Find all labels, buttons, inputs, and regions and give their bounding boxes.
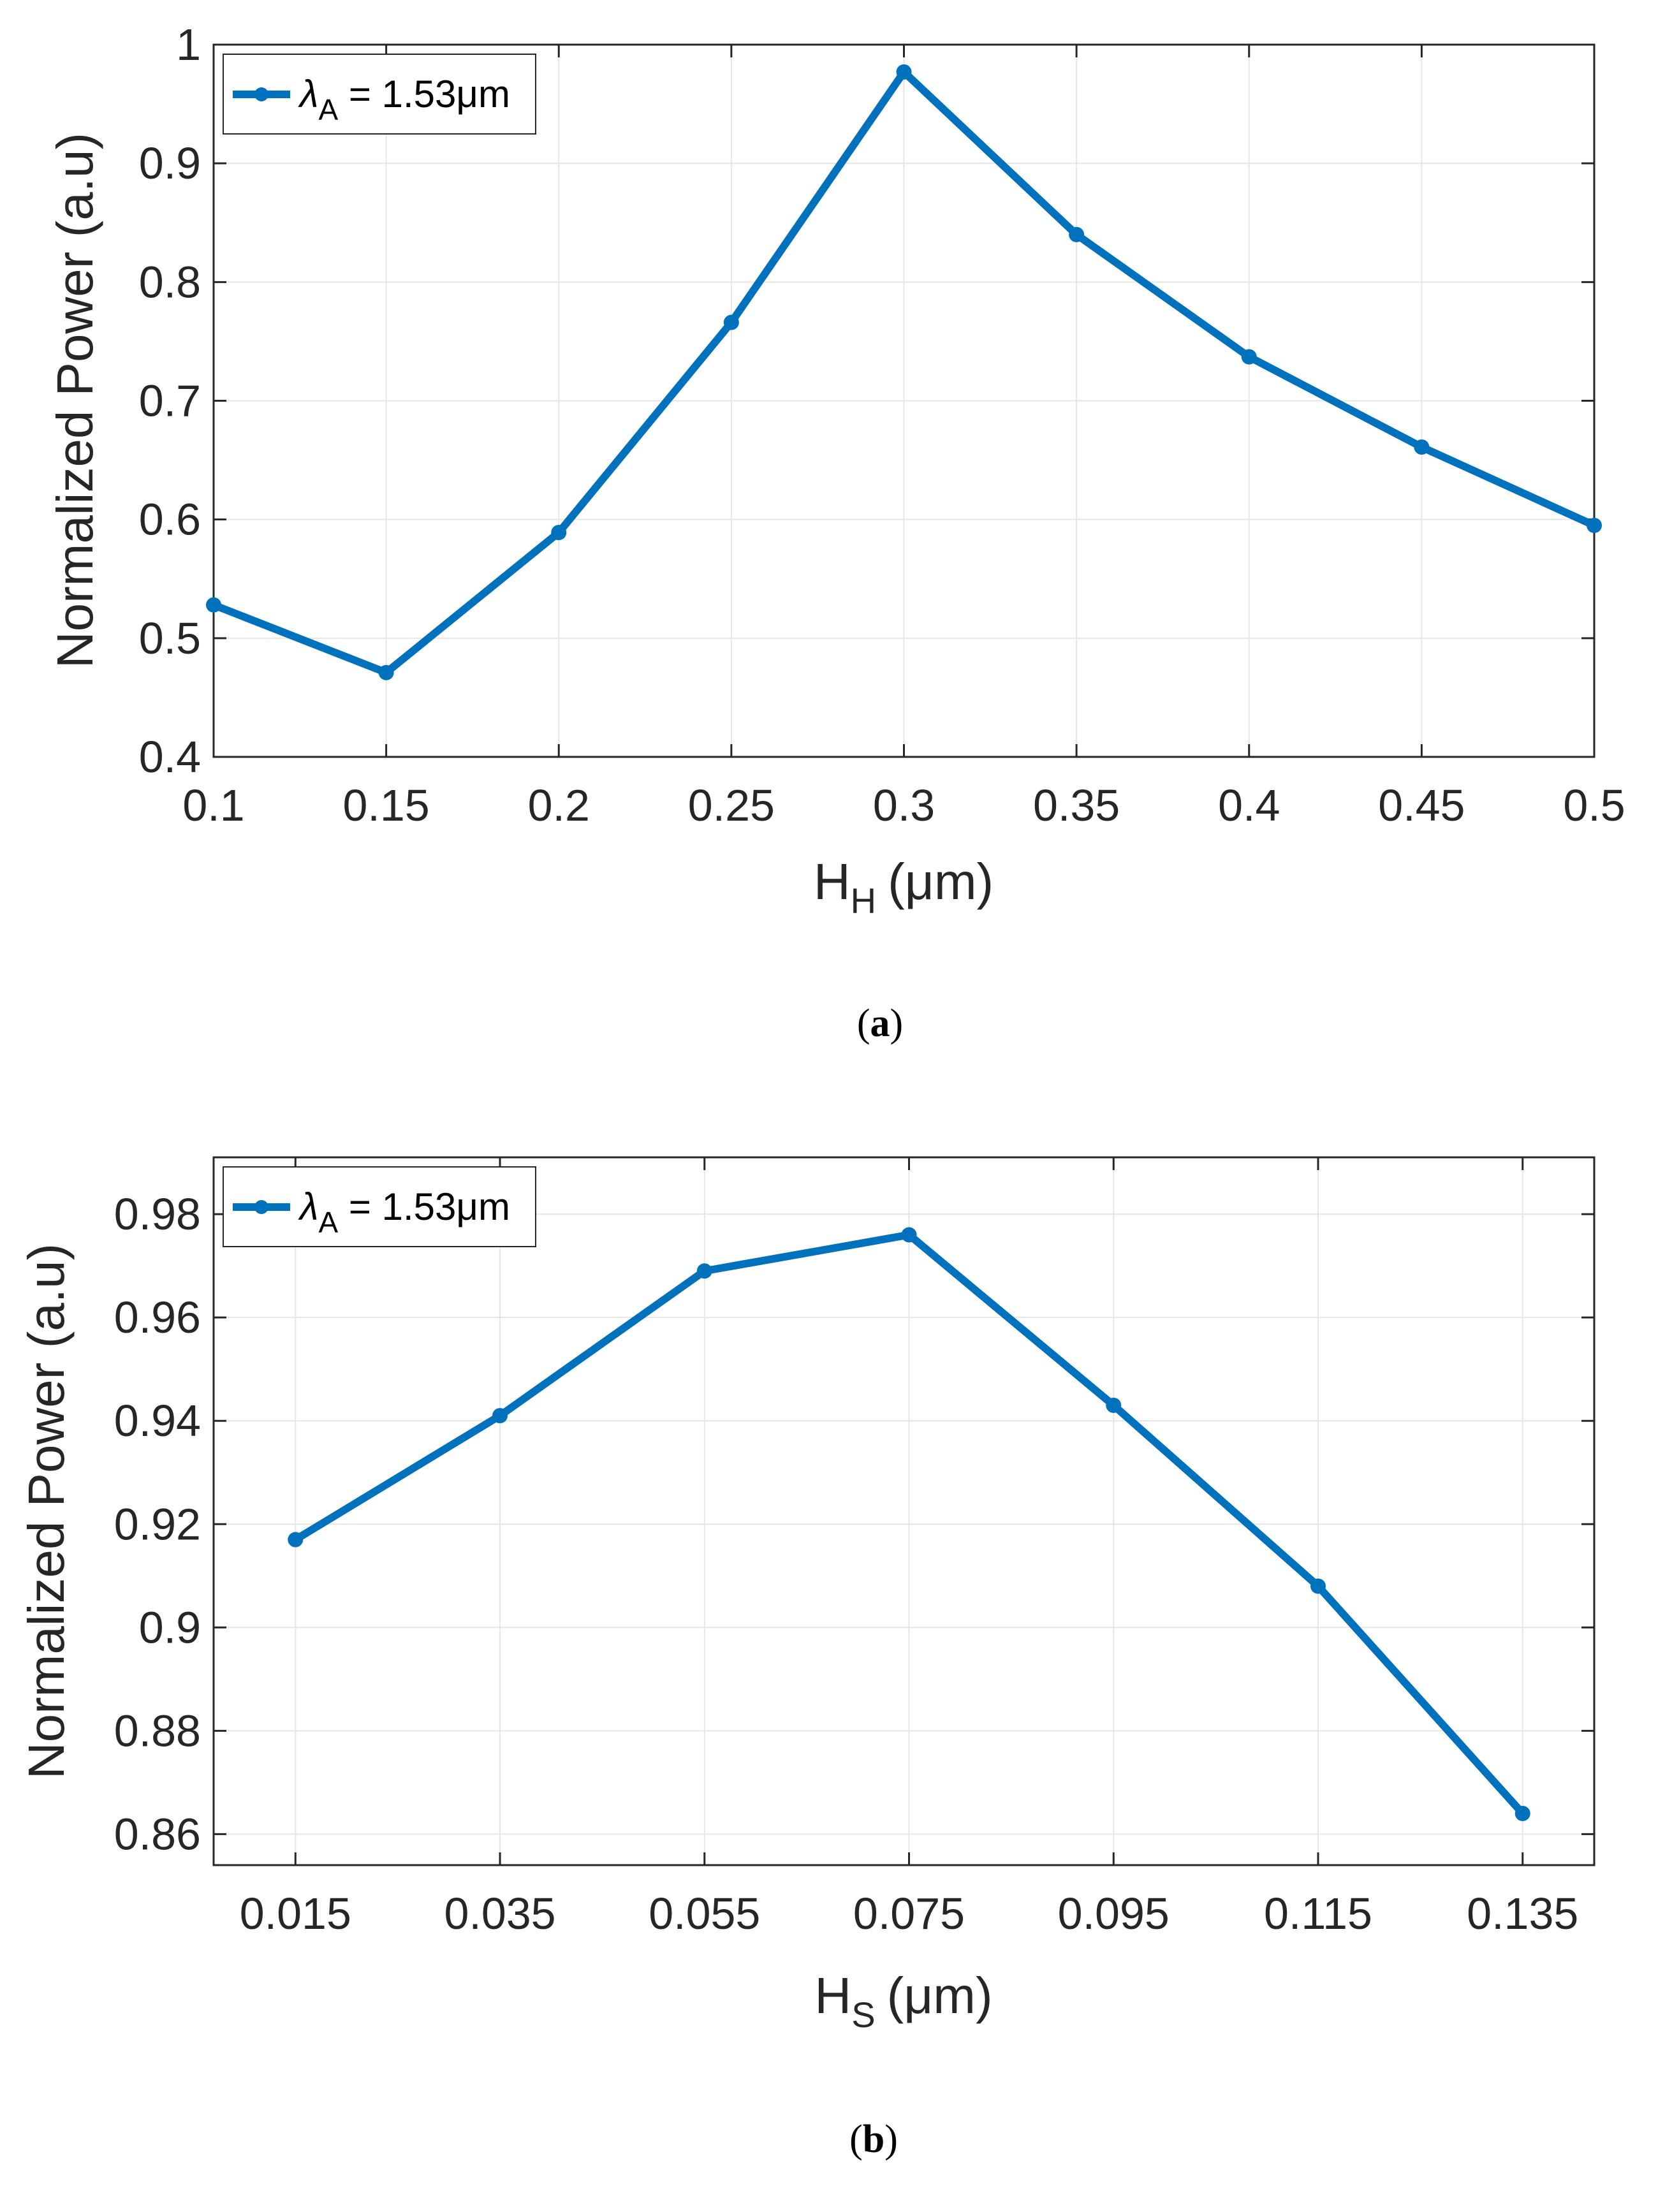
chart-a-markers: [206, 64, 1602, 680]
chart-b-legend-sub: A: [319, 1206, 339, 1239]
chart-panel-b: 0.86 0.88 0.9 0.92 0.94 0.96 0.98 0.015 0.035 0.…: [0, 1106, 1665, 2212]
chart-a-x-tick-label: 0.1: [182, 780, 244, 830]
chart-b-x-tick-label: 0.095: [1058, 1889, 1170, 1938]
chart-a-x-axis-label: HH (μm): [814, 853, 994, 921]
chart-b-svg: 0.860.880.90.920.940.960.98 0.015 0.035 0.…: [18, 1156, 1595, 2161]
chart-a-data-point: [1587, 517, 1602, 533]
chart-a-data-point: [1069, 226, 1085, 242]
chart-a-y-ticks: 0.4 0.5 0.6 0.7 0.8 0.9 1: [139, 20, 1594, 782]
chart-a-x-label-unit: (μm): [888, 853, 994, 910]
chart-b-legend-symbol: λ: [298, 1185, 319, 1228]
chart-a-y-tick-label: 0.9: [139, 138, 201, 188]
chart-b-data-point: [1106, 1397, 1122, 1413]
chart-b-caption: (b): [849, 2118, 898, 2161]
chart-a-data-point: [206, 597, 221, 613]
chart-b-legend-rest: = 1.53μm: [338, 1185, 510, 1228]
chart-b-y-ticks: 0.86 0.88 0.9 0.92 0.94 0.96 0.98: [114, 1189, 1594, 1859]
chart-b-x-tick-label: 0.075: [853, 1889, 965, 1938]
chart-b-legend: λA = 1.53μm: [223, 1166, 536, 1247]
chart-b-y-axis-label: Normalized Power (a.u): [18, 1243, 75, 1779]
chart-a-y-tick-label: 0.5: [139, 613, 201, 663]
chart-a-y-tick-label: 0.4: [139, 732, 201, 782]
chart-a-data-point: [551, 525, 567, 541]
chart-b-y-tick-label: 0.94: [114, 1396, 201, 1446]
chart-b-data-point: [492, 1408, 508, 1424]
chart-b-x-label-sub: S: [851, 1995, 875, 2035]
chart-b-legend-marker: [254, 1200, 268, 1214]
chart-a-y-axis-label: Normalized Power (a.u): [47, 133, 103, 668]
chart-a-grid: [213, 44, 1595, 758]
chart-b-y-tick-label: 0.98: [114, 1189, 201, 1239]
chart-a-data-point: [896, 64, 912, 80]
chart-b-y-tick-label: 0.86: [114, 1809, 201, 1859]
chart-a-legend-marker: [254, 87, 268, 101]
chart-a-x-tick-label: 0.3: [873, 780, 935, 830]
chart-a-data-point: [378, 664, 394, 680]
chart-a-y-tick-label: 0.7: [139, 376, 201, 426]
chart-a-x-tick-label: 0.25: [688, 780, 775, 830]
chart-b-y-tick-label: 0.88: [114, 1706, 201, 1755]
chart-a-caption-letter: a: [870, 1002, 890, 1045]
chart-b-markers: [288, 1227, 1530, 1821]
chart-a-svg: 0.4 0.5 0.6 0.7 0.8 0.9 1 0.1 0.15 0.2 0.25 0.3 0.3…: [47, 20, 1625, 1045]
chart-b-frame: [212, 1156, 1595, 1866]
chart-a-legend-symbol: λ: [298, 73, 319, 115]
chart-a-x-tick-label: 0.35: [1033, 780, 1120, 830]
chart-b-y-tick-label: 0.9: [139, 1602, 201, 1652]
chart-a-x-tick-label: 0.45: [1378, 780, 1465, 830]
chart-a-y-tick-label: 1: [176, 20, 201, 70]
chart-a-legend: λA = 1.53μm: [223, 54, 536, 135]
chart-b-x-tick-label: 0.055: [649, 1889, 760, 1938]
chart-b-y-tick-label: 0.96: [114, 1293, 201, 1342]
chart-b-data-point: [1310, 1578, 1326, 1594]
chart-b-x-label-main: H: [814, 1967, 851, 2024]
chart-b-x-tick-label: 0.035: [444, 1889, 555, 1938]
chart-a-x-tick-label: 0.15: [343, 780, 430, 830]
chart-b-x-tick-label: 0.115: [1264, 1889, 1372, 1938]
chart-a-x-label-main: H: [814, 853, 851, 910]
chart-b-legend-label: λA = 1.53μm: [298, 1185, 510, 1239]
chart-b-data-point: [1515, 1805, 1530, 1821]
chart-b-x-tick-label: 0.015: [240, 1889, 351, 1938]
chart-a-x-ticks: 0.1 0.15 0.2 0.25 0.3 0.35 0.4 0.45 0.5: [182, 45, 1625, 830]
chart-a-x-tick-label: 0.4: [1218, 780, 1280, 830]
chart-a-data-point: [1241, 349, 1257, 365]
chart-a-caption: (a): [857, 1002, 903, 1045]
chart-a-data-point: [1414, 439, 1430, 455]
chart-b-data-point: [288, 1532, 304, 1548]
chart-panel-a: 0.4 0.5 0.6 0.7 0.8 0.9 1 0.1 0.15 0.2 0.25 0.3 0.3…: [47, 20, 1625, 1045]
chart-a-x-tick-label: 0.5: [1563, 780, 1625, 830]
chart-a-x-label-sub: H: [851, 881, 876, 921]
chart-b-grid: [214, 1157, 1594, 1865]
chart-a-y-tick-label: 0.8: [139, 257, 201, 307]
chart-a-x-tick-label: 0.2: [528, 780, 590, 830]
chart-b-data-point: [696, 1263, 712, 1279]
chart-a-legend-sub: A: [319, 93, 339, 126]
chart-b-x-axis-label: HS (μm): [814, 1967, 992, 2035]
chart-b-x-tick-label: 0.135: [1467, 1889, 1578, 1938]
chart-a-legend-label: λA = 1.53μm: [298, 73, 510, 126]
chart-b-y-tick-label: 0.92: [114, 1499, 201, 1549]
chart-a-data-point: [723, 314, 739, 330]
chart-b-caption-letter: b: [863, 2118, 884, 2161]
chart-a-legend-rest: = 1.53μm: [338, 73, 510, 115]
chart-a-y-tick-label: 0.6: [139, 495, 201, 545]
chart-b-data-point: [901, 1227, 917, 1243]
chart-b-x-ticks: 0.015 0.035 0.055 0.075 0.095 0.115 0.135: [240, 1157, 1578, 1938]
chart-b-x-label-unit: (μm): [887, 1967, 993, 2024]
